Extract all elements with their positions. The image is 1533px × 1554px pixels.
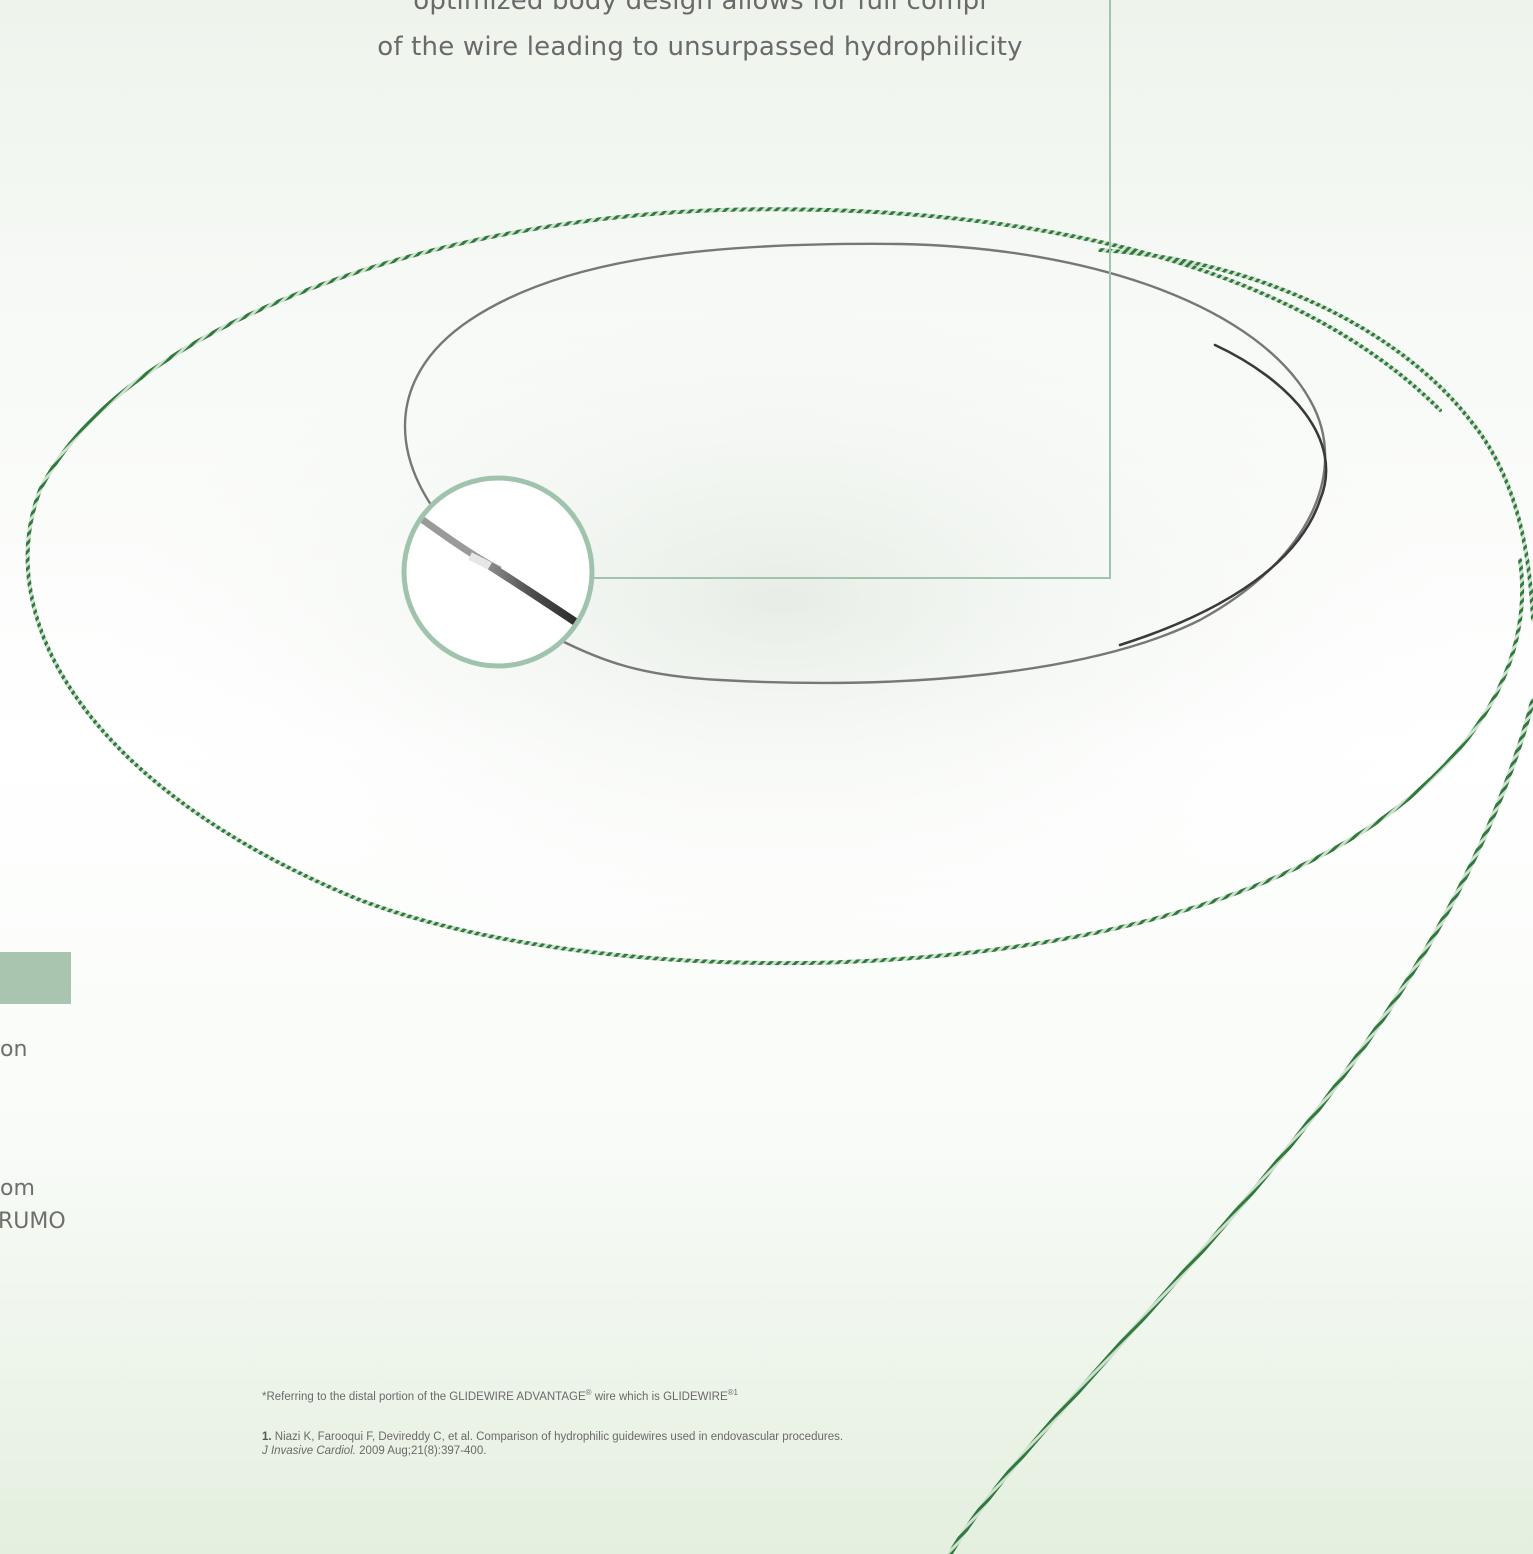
reference-authors: Niazi K, Farooqui F, Devireddy C, et al.… [271,1431,844,1443]
callout-line [592,0,1111,579]
reference-journal: J Invasive Cardiol. [262,1445,356,1457]
outer-wire-loop [25,207,1525,966]
footnote-ref-mark: ®1 [727,1388,738,1397]
footnote-text-2: wire which is GLIDEWIRE [591,1390,728,1403]
reference: 1. Niazi K, Farooqui F, Devireddy C, et … [262,1430,1022,1458]
reference-citation: 2009 Aug;21(8):397-400. [355,1445,487,1457]
headline: optimized body design allows for full co… [240,0,1160,70]
coil-shadow [20,220,1533,980]
side-text-fragment: on [0,1037,28,1062]
footnote-reg-mark: ® [585,1388,592,1397]
footnote: *Referring to the distal portion of the … [262,1385,962,1405]
side-text-fragment: om [0,1176,35,1201]
footnote-text: *Referring to the distal portion of the … [262,1390,586,1403]
inner-braided-wire-loop [1098,248,1533,622]
side-text-fragment: RUMO [0,1209,66,1234]
headline-line-1: optimized body design allows for full co… [413,0,987,16]
wire-tail [947,697,1533,1554]
accent-tab [0,952,71,1004]
distal-wire-darker-end [1118,343,1328,647]
distal-wire-loop [403,242,1327,685]
headline-line-2: of the wire leading to unsurpassed hydro… [377,32,1023,62]
reference-number: 1. [262,1431,272,1443]
